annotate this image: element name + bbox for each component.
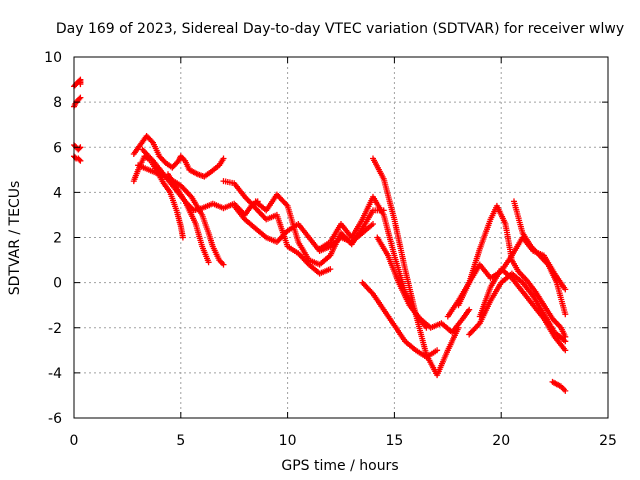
- data-series-pass-16: [359, 279, 441, 361]
- x-tick-label: 15: [385, 433, 403, 449]
- data-point-marker: [220, 261, 227, 268]
- y-axis-label: SDTVAR / TECUs: [7, 181, 23, 296]
- x-tick-label: 0: [70, 433, 79, 449]
- data-point-marker: [77, 157, 84, 164]
- x-axis-label: GPS time / hours: [281, 458, 398, 474]
- data-series-pass-21: [511, 198, 569, 318]
- tick-layer: 0 5 10 15 20 25 -6 -4 -2 0 2 4 6 8 10: [44, 50, 617, 449]
- series-trace: [137, 164, 225, 266]
- data-series-pass-05: [130, 133, 227, 180]
- y-tick-label: -4: [48, 366, 62, 382]
- data-series-pass-02: [71, 94, 84, 110]
- data-point-marker: [76, 145, 83, 152]
- data-point-marker: [562, 311, 569, 318]
- data-point-marker: [466, 306, 473, 313]
- data-series-pass-14: [370, 155, 462, 379]
- x-tick-label: 10: [279, 433, 297, 449]
- data-series-pass-12: [252, 191, 387, 268]
- data-point-marker: [327, 266, 334, 273]
- data-point-marker: [148, 138, 155, 145]
- y-tick-label: 10: [44, 50, 62, 66]
- data-point-marker: [562, 286, 569, 293]
- data-series-pass-01: [71, 76, 84, 90]
- y-tick-label: 4: [53, 185, 62, 201]
- data-point-marker: [562, 347, 569, 354]
- y-tick-label: 0: [53, 276, 62, 292]
- data-point-marker: [434, 347, 441, 354]
- data-series-pass-15: [374, 234, 473, 336]
- data-point-marker: [77, 81, 84, 88]
- data-point-marker: [179, 234, 186, 241]
- data-point-marker: [76, 95, 83, 102]
- y-tick-label: -6: [48, 411, 62, 427]
- y-tick-label: -2: [48, 321, 62, 337]
- data-series-pass-20: [476, 266, 569, 354]
- data-series-pass-10: [220, 178, 334, 277]
- data-point-marker: [72, 154, 79, 161]
- data-point-marker: [562, 338, 569, 345]
- data-layer: [71, 76, 569, 394]
- x-tick-label: 5: [176, 433, 185, 449]
- y-tick-label: 2: [53, 231, 62, 247]
- data-point-marker: [562, 387, 569, 394]
- data-series-pass-04: [71, 153, 84, 164]
- data-point-marker: [76, 156, 83, 163]
- data-point-marker: [205, 259, 212, 266]
- x-tick-label: 20: [492, 433, 510, 449]
- y-tick-label: 6: [53, 140, 62, 156]
- data-point-marker: [77, 94, 84, 101]
- data-point-marker: [220, 155, 227, 162]
- y-tick-label: 8: [53, 95, 62, 111]
- data-series-pass-22: [549, 378, 569, 394]
- chart-title: Day 169 of 2023, Sidereal Day-to-day VTE…: [56, 21, 624, 37]
- data-point-marker: [370, 221, 376, 227]
- x-tick-label: 25: [599, 433, 617, 449]
